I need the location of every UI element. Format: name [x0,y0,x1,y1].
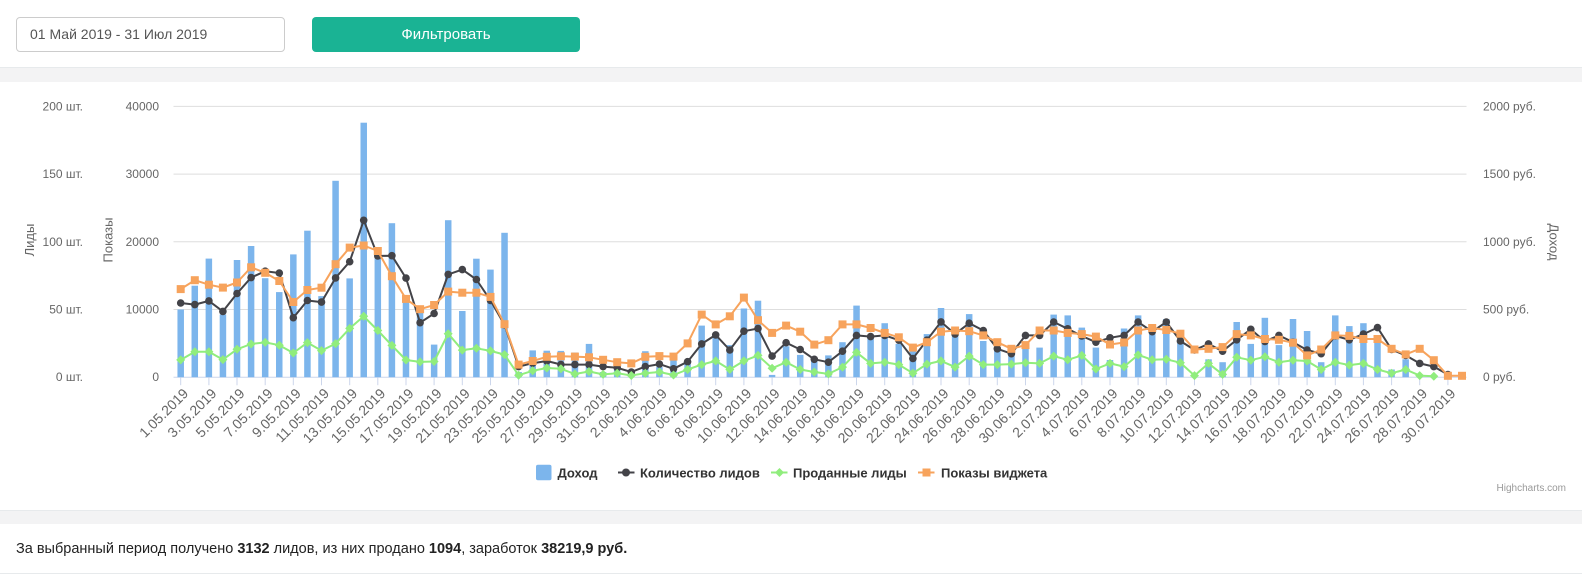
svg-text:Показы: Показы [101,218,116,263]
svg-text:Показы виджета: Показы виджета [941,466,1048,481]
svg-text:Доход: Доход [1547,224,1562,261]
svg-text:2000 руб.: 2000 руб. [1483,100,1536,114]
svg-text:0 шт.: 0 шт. [56,370,83,384]
svg-text:20000: 20000 [126,235,160,249]
svg-text:Количество лидов: Количество лидов [640,466,760,481]
svg-text:Проданные лиды: Проданные лиды [793,466,907,481]
svg-text:10000: 10000 [126,302,160,316]
svg-text:1000 руб.: 1000 руб. [1483,235,1536,249]
svg-text:50 шт.: 50 шт. [49,302,83,316]
svg-text:0 руб.: 0 руб. [1483,370,1516,384]
svg-text:500 руб.: 500 руб. [1483,302,1529,316]
svg-text:40000: 40000 [126,100,160,114]
svg-text:200 шт.: 200 шт. [43,100,83,114]
svg-text:150 шт.: 150 шт. [43,167,83,181]
svg-text:Лиды: Лиды [22,224,37,257]
svg-text:Highcharts.com: Highcharts.com [1497,483,1566,494]
svg-text:0: 0 [152,370,159,384]
svg-text:100 шт.: 100 шт. [43,235,83,249]
svg-text:1500 руб.: 1500 руб. [1483,167,1536,181]
svg-text:Доход: Доход [558,466,599,481]
svg-text:30000: 30000 [126,167,160,181]
